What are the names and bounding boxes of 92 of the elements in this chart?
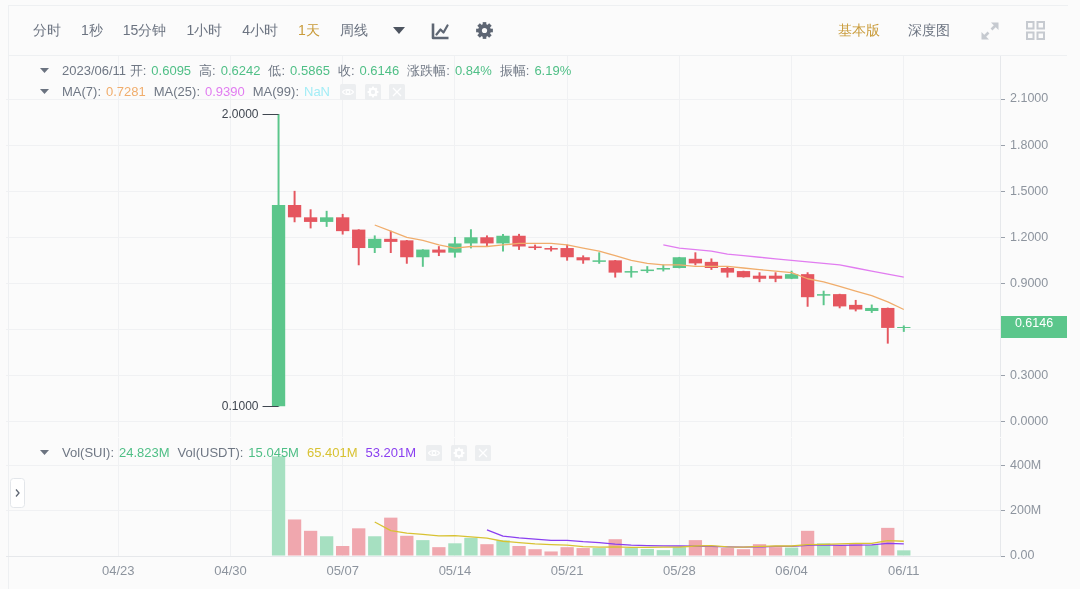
category-label: 1小时: [186, 21, 223, 40]
bar: [480, 544, 494, 556]
x-tick-label: 06/11: [888, 563, 920, 579]
annotation: 高:: [199, 61, 216, 80]
y-tick-label: 1.5000: [1010, 183, 1049, 198]
x-tick-label: 04/30: [214, 563, 247, 579]
bar: [592, 548, 606, 556]
candlestick: [897, 325, 911, 332]
bar: [384, 517, 398, 556]
category-label: 深度图: [908, 21, 950, 40]
annotation: 53.201M: [365, 445, 417, 460]
bar: [800, 530, 815, 556]
y-tick-label: 400M: [1010, 457, 1042, 472]
x-tick-label: 06/04: [775, 563, 808, 579]
bar: [768, 547, 783, 556]
annotation: 0.7281: [106, 84, 146, 99]
annotation: 65.401M: [306, 445, 358, 460]
bar: [640, 548, 654, 556]
bar: [560, 547, 574, 556]
annotation: 0.9390: [205, 84, 245, 99]
x-tick-label: 05/14: [438, 563, 472, 579]
annotation: 涨跌幅:: [407, 61, 450, 80]
bar: [432, 547, 446, 556]
bar: [303, 530, 318, 556]
y-tick-label: 1.2000: [1010, 229, 1049, 244]
annotation: MA(7):: [62, 84, 101, 99]
category-label: 分时: [33, 21, 61, 40]
bar: [512, 546, 526, 556]
x-tick-label: 05/28: [663, 563, 696, 579]
annotation: 0.6146: [359, 63, 400, 78]
y-tick-label: 1.8000: [1010, 137, 1049, 152]
annotation: Vol(SUI):: [62, 445, 115, 460]
annotation: MA(99):: [252, 84, 299, 99]
category-label: 基本版: [838, 21, 880, 40]
bar: [416, 540, 430, 556]
bar: [720, 548, 735, 556]
bar: [368, 536, 382, 556]
bar: [464, 537, 478, 556]
bar: [287, 519, 302, 556]
y-tick-label: 0.3000: [1010, 368, 1049, 382]
annotation: 6.19%: [534, 63, 572, 78]
annotation: 2023/06/11 开:: [62, 61, 147, 80]
bar: [271, 456, 286, 556]
category-label: 15分钟: [122, 21, 167, 40]
bar: [576, 548, 590, 556]
bar: [672, 547, 687, 556]
bar: [736, 549, 751, 556]
bar: [448, 543, 462, 556]
text: 0.6146: [1001, 316, 1067, 339]
candlestick: [624, 266, 638, 278]
y-tick-label: 2.1000: [1010, 91, 1049, 106]
x-tick-label: 05/07: [326, 563, 359, 579]
bar: [528, 549, 542, 556]
category-label: 1秒: [81, 21, 103, 40]
annotation: 0.5865: [290, 63, 330, 78]
annotation: 0.84%: [454, 63, 492, 78]
bar: [865, 545, 879, 556]
bar: [336, 546, 350, 556]
bar: [544, 551, 558, 556]
bar: [319, 536, 334, 556]
x-tick-label: 05/21: [550, 563, 584, 579]
annotation: 0.6242: [220, 63, 261, 78]
category-label: 1天: [297, 21, 320, 40]
candlestick: [592, 252, 606, 264]
annotation: MA(25):: [153, 84, 200, 99]
y-tick-label: 0.00: [1010, 548, 1035, 563]
annotation: 15.045M: [248, 445, 299, 460]
annotation: 0.1000: [221, 398, 259, 413]
annotation: 2.0000: [221, 106, 259, 121]
annotation: 0.6095: [151, 63, 192, 78]
bar: [624, 548, 638, 556]
annotation: 收:: [337, 61, 355, 80]
annotation: Vol(USDT):: [177, 445, 244, 460]
annotation: 振幅:: [499, 61, 530, 80]
bar: [656, 550, 670, 556]
annotation: NaN: [304, 84, 331, 99]
bar: [704, 546, 719, 556]
bar: [400, 535, 414, 556]
bar: [784, 547, 799, 556]
y-tick-label: 200M: [1010, 503, 1042, 518]
category-label: 周线: [339, 21, 368, 40]
category-label: 4小时: [242, 21, 278, 40]
annotation: 24.823M: [119, 445, 170, 460]
x-tick-label: 04/23: [101, 563, 135, 579]
annotation: 低:: [268, 61, 286, 80]
y-tick-label: 0.9000: [1010, 275, 1049, 290]
bar: [496, 540, 510, 556]
bar: [897, 550, 911, 556]
y-tick-label: 0.0000: [1010, 414, 1049, 429]
bar: [833, 545, 847, 556]
bar: [881, 527, 895, 556]
bar: [352, 528, 366, 556]
